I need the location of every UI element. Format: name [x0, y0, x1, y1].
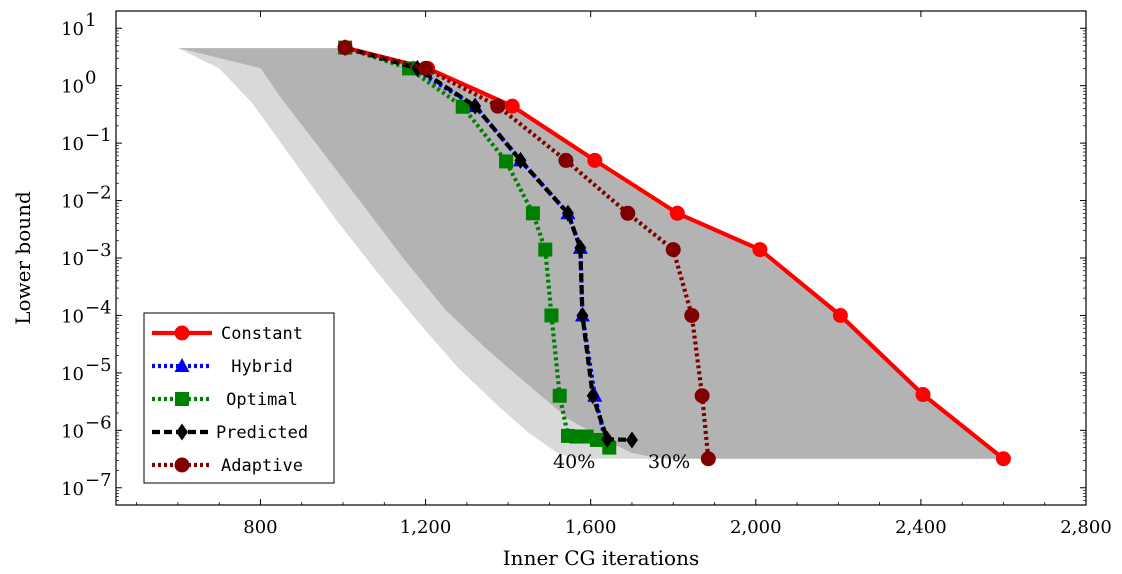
y-tick-exponent: −6: [85, 412, 112, 433]
point-predicted: [514, 151, 527, 169]
point-adaptive: [337, 40, 353, 56]
point-optimal: [538, 242, 553, 257]
bands-layer: [177, 48, 1004, 459]
y-tick-label: 10: [61, 249, 84, 270]
point-adaptive: [665, 242, 681, 258]
legend-marker: [176, 423, 188, 441]
point-constant: [752, 242, 768, 258]
point-predicted: [625, 431, 638, 449]
point-constant: [995, 451, 1011, 467]
point-constant: [669, 205, 685, 221]
point-predicted: [586, 387, 599, 405]
band-label: 30%: [648, 451, 690, 473]
point-optimal: [455, 99, 470, 114]
point-optimal: [525, 206, 540, 221]
legend-entry-hybrid: Hybrid: [152, 357, 293, 377]
point-optimal: [544, 308, 559, 323]
series-adaptive: [337, 40, 716, 467]
point-constant: [587, 152, 603, 168]
y-tick-exponent: 0: [85, 68, 96, 89]
x-tick-label: 2,400: [895, 517, 947, 538]
legend-entry-predicted: Predicted: [152, 423, 308, 443]
point-predicted: [469, 97, 482, 115]
y-tick-label: 10: [61, 77, 84, 98]
y-tick-label: 10: [61, 479, 84, 500]
band-40pct: [177, 48, 674, 459]
y-tick-label: 10: [61, 192, 84, 213]
x-tick-label: 1,200: [400, 517, 452, 538]
x-tick-label: 1,600: [565, 517, 617, 538]
x-tick-label: 2,000: [730, 517, 782, 538]
y-tick-exponent: −3: [85, 240, 112, 261]
point-constant: [832, 307, 848, 323]
point-predicted: [601, 430, 614, 448]
legend-marker: [174, 358, 190, 372]
legend-label: Hybrid: [231, 357, 292, 377]
legend-label: Constant: [221, 324, 303, 344]
point-adaptive: [694, 388, 710, 404]
legend-marker: [174, 325, 190, 341]
point-predicted: [561, 204, 574, 222]
series-line-predicted: [344, 45, 633, 443]
band-label: 40%: [553, 451, 595, 473]
legend-entry-optimal: Optimal: [152, 390, 298, 410]
y-tick-label: 10: [61, 364, 84, 385]
x-tick-label: 2,800: [1060, 517, 1112, 538]
legend-entry-constant: Constant: [152, 324, 303, 344]
y-tick-exponent: −2: [85, 183, 112, 204]
point-optimal: [552, 388, 567, 403]
band-30pct: [177, 48, 1004, 459]
legend-marker: [175, 392, 189, 406]
point-adaptive: [490, 98, 506, 114]
legend: Constant Hybrid Optimal Predicted Adaptive: [143, 312, 335, 484]
point-adaptive: [700, 451, 716, 467]
legend-marker: [174, 457, 190, 473]
series-line-adaptive: [344, 45, 711, 459]
point-adaptive: [418, 60, 434, 76]
y-tick-exponent: −5: [85, 355, 112, 376]
y-tick-exponent: −7: [85, 470, 112, 491]
x-tick-label: 800: [243, 517, 277, 538]
y-tick-exponent: −4: [85, 297, 112, 318]
point-adaptive: [620, 205, 636, 221]
legend-label: Optimal: [226, 390, 298, 410]
y-tick-exponent: −1: [85, 125, 112, 146]
point-constant: [915, 387, 931, 403]
point-constant: [504, 98, 520, 114]
y-axis-title: Lower bound: [11, 191, 35, 325]
point-adaptive: [558, 152, 574, 168]
y-tick-label: 10: [61, 134, 84, 155]
point-predicted: [576, 306, 589, 324]
y-tick-label: 10: [61, 421, 84, 442]
x-axis-title: Inner CG iterations: [503, 546, 699, 570]
legend-label: Predicted: [216, 423, 308, 443]
point-optimal: [499, 154, 514, 169]
point-adaptive: [684, 307, 700, 323]
point-optimal: [589, 432, 604, 447]
annotations-layer: 40% 30%: [553, 451, 690, 473]
legend-label: Adaptive: [221, 456, 303, 476]
point-predicted: [574, 239, 587, 257]
y-tick-label: 10: [61, 306, 84, 327]
series-layer: [337, 39, 1011, 467]
y-tick-label: 10: [61, 19, 84, 40]
legend-entry-adaptive: Adaptive: [152, 456, 303, 476]
y-tick-exponent: 1: [85, 10, 96, 31]
